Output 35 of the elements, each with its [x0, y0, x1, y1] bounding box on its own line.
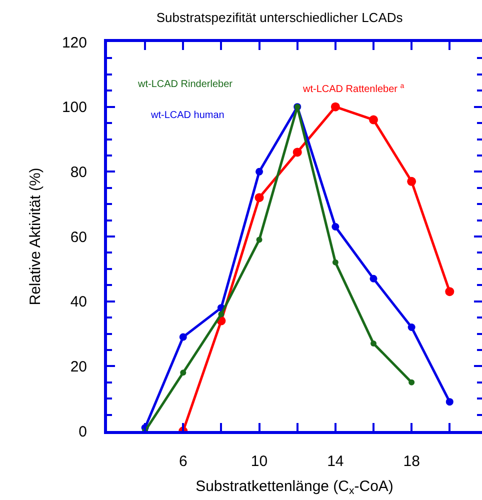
point: [180, 370, 186, 376]
point: [332, 223, 340, 231]
point: [446, 398, 454, 406]
x-tick-label: 14: [327, 453, 344, 470]
text: wt-LCAD Rinderleber: [137, 79, 234, 90]
text: wt-LCAD human: [150, 110, 224, 121]
point: [292, 148, 302, 157]
point: [218, 311, 224, 318]
chart-title: Substratspezifität unterschiedlicher LCADs: [156, 10, 404, 26]
x-tick-label: 10: [250, 453, 268, 470]
y-tick-label: 80: [70, 164, 87, 181]
point: [369, 115, 378, 124]
point: [407, 176, 416, 186]
y-tick-label: 60: [70, 228, 87, 246]
y-axis-title: Relative Aktivität (%): [27, 168, 44, 306]
x-tick-label: 18: [403, 453, 420, 470]
point: [254, 193, 264, 202]
point: [445, 287, 454, 296]
point: [408, 324, 416, 332]
point: [330, 102, 340, 112]
y-tick-label: 20: [70, 358, 87, 376]
point: [370, 340, 376, 346]
point: [408, 379, 415, 386]
y-tick-label: 0: [78, 423, 87, 440]
point: [256, 168, 264, 176]
y-tick-label: 40: [70, 294, 87, 311]
x-tick-label: 6: [178, 453, 188, 470]
point: [256, 236, 262, 243]
point: [179, 333, 187, 341]
point: [332, 259, 338, 266]
point: [370, 274, 378, 282]
x-axis-title: Substratkettenlänge (C$_{x}$-CoA): [196, 478, 394, 498]
y-tick-label: 120: [62, 34, 87, 52]
y-tick-label: 100: [62, 99, 87, 116]
text: wt-LCAD Rattenleber $^{a}$: [302, 83, 404, 96]
